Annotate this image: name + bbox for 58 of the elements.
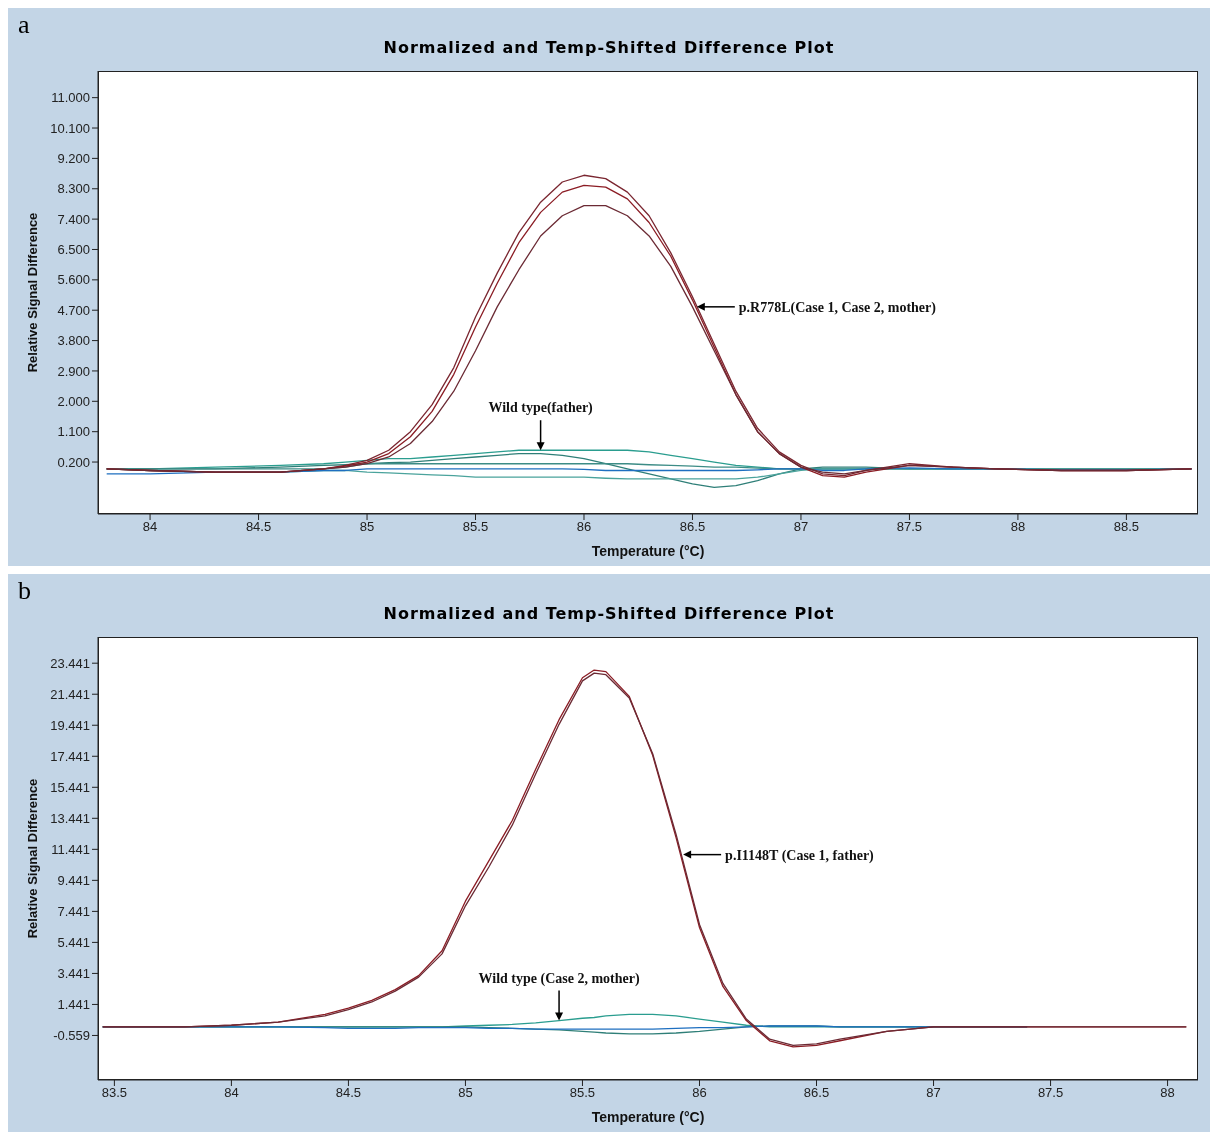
x-tick-label: 85.5	[569, 1085, 596, 1101]
x-tick-label: 87.5	[1037, 1085, 1064, 1101]
y-tick-label: 9.200	[57, 151, 90, 166]
y-tick-label: 21.441	[50, 686, 90, 702]
chart-title: Normalized and Temp-Shifted Difference Plot	[382, 38, 836, 57]
y-tick-label: 1.441	[57, 997, 90, 1013]
y-tick-label: -0.559	[53, 1028, 90, 1044]
y-tick-label: 3.441	[57, 966, 90, 982]
y-tick-label: 0.200	[57, 454, 90, 470]
x-tick-label: 88.5	[1113, 519, 1140, 535]
y-tick-label: 5.441	[57, 935, 90, 951]
x-tick-label: 85	[359, 519, 375, 535]
y-tick-label: 8.300	[57, 181, 90, 197]
x-tick-label: 84.5	[335, 1085, 362, 1101]
y-tick-label: 3.800	[57, 333, 90, 349]
x-tick-label: 86.5	[679, 519, 706, 535]
x-tick-label: 87	[793, 519, 809, 535]
y-tick-label: 10.100	[50, 120, 90, 136]
y-tick-label: 19.441	[50, 717, 90, 733]
x-tick-label: 83.5	[101, 1085, 128, 1101]
x-tick-label: 87.5	[896, 519, 923, 535]
y-axis-title: Relative Signal Difference	[24, 778, 40, 939]
annotation: p.I1148T (Case 1, father)	[725, 847, 875, 864]
y-tick-label: 7.400	[57, 211, 90, 227]
y-tick-label: 11.000	[51, 90, 90, 106]
y-tick-label: 15.441	[50, 779, 90, 795]
chart-title: Normalized and Temp-Shifted Difference Plot	[382, 604, 836, 623]
annotation: Wild type (Case 2, mother)	[478, 970, 640, 987]
y-tick-label: 7.441	[57, 903, 90, 919]
x-tick-label: 88	[1160, 1085, 1175, 1101]
x-tick-label: 84	[224, 1085, 239, 1101]
x-tick-label: 86	[692, 1085, 707, 1101]
y-tick-label: 2.000	[57, 393, 90, 409]
x-tick-label: 87	[926, 1085, 941, 1101]
x-tick-label: 84	[142, 519, 158, 535]
y-tick-label: 11.441	[51, 841, 90, 857]
y-tick-label: 17.441	[50, 748, 90, 764]
x-axis-title: Temperature (°C)	[591, 1109, 705, 1125]
y-tick-label: 1.100	[57, 424, 90, 440]
annotation: Wild type(father)	[488, 400, 594, 417]
y-tick-label: 13.441	[50, 810, 90, 826]
y-tick-label: 5.600	[57, 272, 90, 288]
text: b	[18, 576, 31, 606]
x-axis-title: Temperature (°C)	[591, 543, 705, 559]
x-tick-label: 86	[576, 519, 592, 535]
y-tick-label: 9.441	[57, 872, 90, 888]
annotation: p.R778L(Case 1, Case 2, mother)	[738, 299, 937, 316]
y-tick-label: 4.700	[57, 302, 90, 318]
x-tick-label: 85.5	[462, 519, 489, 535]
y-tick-label: 2.900	[57, 363, 90, 379]
x-tick-label: 86.5	[803, 1085, 830, 1101]
y-axis-title: Relative Signal Difference	[24, 212, 40, 373]
y-tick-label: 6.500	[57, 242, 90, 258]
y-tick-label: 23.441	[50, 655, 90, 671]
x-tick-label: 85	[458, 1085, 473, 1101]
x-tick-label: 88	[1010, 519, 1026, 535]
x-tick-label: 84.5	[245, 519, 272, 535]
text: a	[18, 10, 30, 40]
